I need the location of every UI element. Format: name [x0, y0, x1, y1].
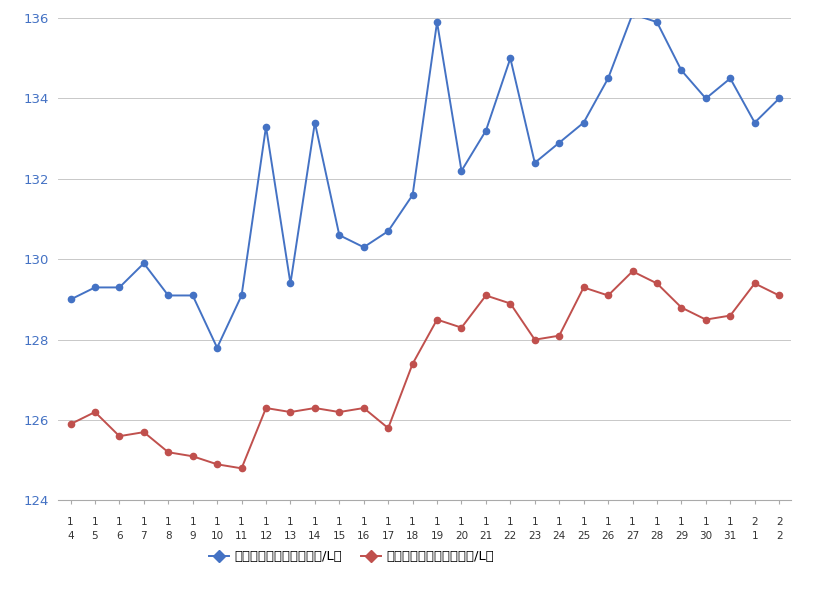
Text: 10: 10: [211, 531, 224, 541]
Text: 1: 1: [385, 517, 392, 527]
Text: 1: 1: [336, 517, 342, 527]
Text: 16: 16: [357, 531, 371, 541]
Text: 12: 12: [259, 531, 272, 541]
Text: 18: 18: [406, 531, 419, 541]
Text: 1: 1: [581, 517, 587, 527]
Text: 26: 26: [601, 531, 615, 541]
Text: 31: 31: [724, 531, 737, 541]
Text: 2: 2: [751, 517, 758, 527]
Text: 1: 1: [361, 517, 367, 527]
Text: 30: 30: [699, 531, 712, 541]
Text: 1: 1: [605, 517, 611, 527]
Text: 15: 15: [332, 531, 346, 541]
Text: 1: 1: [141, 517, 147, 527]
Text: 1: 1: [531, 517, 538, 527]
Text: 2: 2: [776, 531, 782, 541]
Text: 7: 7: [141, 531, 147, 541]
Text: 17: 17: [382, 531, 395, 541]
Text: 1: 1: [702, 517, 709, 527]
Text: 1: 1: [556, 517, 562, 527]
Text: 13: 13: [284, 531, 297, 541]
Text: 21: 21: [479, 531, 492, 541]
Text: 20: 20: [455, 531, 468, 541]
Text: 1: 1: [262, 517, 269, 527]
Text: 4: 4: [67, 531, 74, 541]
Text: 23: 23: [528, 531, 541, 541]
Text: 1: 1: [654, 517, 661, 527]
Text: 9: 9: [189, 531, 196, 541]
Text: 24: 24: [552, 531, 566, 541]
Legend: レギュラー看板価格（円/L）, レギュラー実売価格（円/L）: レギュラー看板価格（円/L）, レギュラー実売価格（円/L）: [203, 545, 500, 569]
Text: 27: 27: [626, 531, 639, 541]
Text: 2: 2: [776, 517, 782, 527]
Text: 1: 1: [67, 517, 74, 527]
Text: 1: 1: [92, 517, 98, 527]
Text: 28: 28: [651, 531, 664, 541]
Text: 14: 14: [308, 531, 322, 541]
Text: 1: 1: [629, 517, 636, 527]
Text: 1: 1: [482, 517, 489, 527]
Text: 1: 1: [312, 517, 318, 527]
Text: 1: 1: [189, 517, 196, 527]
Text: 6: 6: [116, 531, 122, 541]
Text: 1: 1: [287, 517, 294, 527]
Text: 1: 1: [434, 517, 441, 527]
Text: 1: 1: [751, 531, 758, 541]
Text: 1: 1: [409, 517, 416, 527]
Text: 1: 1: [727, 517, 734, 527]
Text: 1: 1: [214, 517, 221, 527]
Text: 19: 19: [431, 531, 444, 541]
Text: 5: 5: [92, 531, 98, 541]
Text: 29: 29: [675, 531, 688, 541]
Text: 1: 1: [165, 517, 172, 527]
Text: 1: 1: [238, 517, 245, 527]
Text: 25: 25: [577, 531, 591, 541]
Text: 1: 1: [458, 517, 465, 527]
Text: 1: 1: [116, 517, 122, 527]
Text: 1: 1: [507, 517, 514, 527]
Text: 8: 8: [165, 531, 172, 541]
Text: 22: 22: [504, 531, 517, 541]
Text: 11: 11: [235, 531, 248, 541]
Text: 1: 1: [678, 517, 685, 527]
